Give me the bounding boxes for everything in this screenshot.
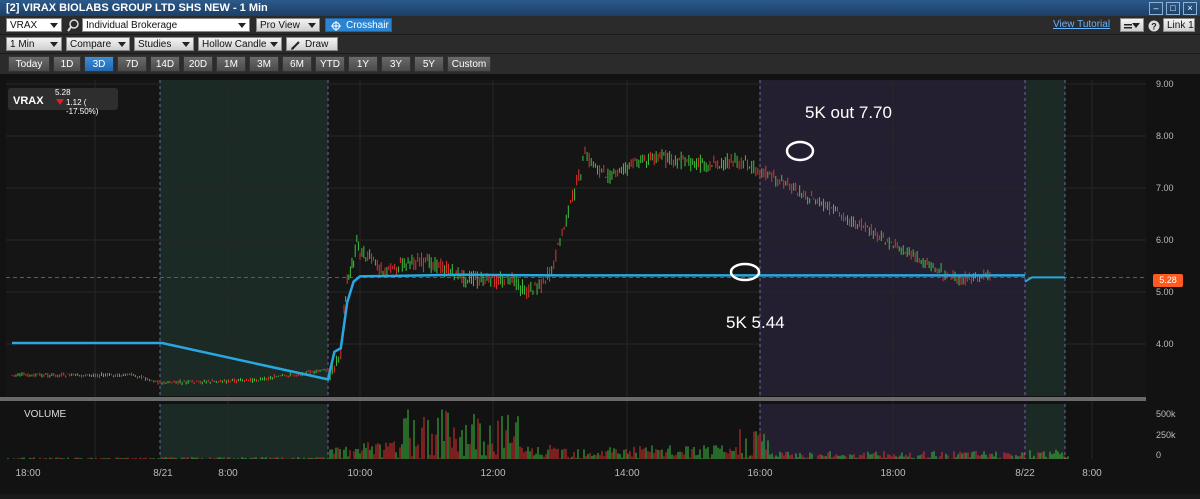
range-tab-6m[interactable]: 6M	[282, 56, 312, 72]
candle-type-select[interactable]: Hollow Candle	[198, 37, 282, 51]
window-titlebar: [2] VIRAX BIOLABS GROUP LTD SHS NEW - 1 …	[0, 0, 1200, 16]
y-tick-label: 4.00	[1156, 339, 1174, 349]
view-select[interactable]: Pro View	[256, 18, 320, 32]
candles	[11, 146, 991, 386]
interval-value: 1 Min	[10, 39, 35, 50]
vol-premarket-shade-2	[1025, 404, 1065, 459]
x-tick-label: 12:00	[480, 468, 505, 479]
exit-marker-circle	[785, 140, 815, 162]
range-tabs: Today 1D 3D 7D 14D 20D 1M 3M 6M YTD 1Y 3Y 5Y Custom	[0, 54, 1200, 74]
range-tab-1m[interactable]: 1M	[216, 56, 246, 72]
volume-label: VOLUME	[24, 409, 67, 420]
vol-premarket-shade	[160, 404, 328, 459]
menu-icon	[1124, 22, 1132, 30]
search-icon[interactable]	[66, 18, 80, 32]
pane-separator	[0, 397, 1146, 401]
symbol-input[interactable]: VRAX	[6, 18, 62, 32]
range-tab-3y[interactable]: 3Y	[381, 56, 411, 72]
chevron-down-icon	[50, 23, 58, 28]
account-value: Individual Brokerage	[86, 20, 178, 31]
link-label: Link 1	[1167, 20, 1194, 31]
chevron-down-icon	[182, 42, 190, 47]
view-tutorial-link[interactable]: View Tutorial	[1053, 19, 1111, 30]
draw-label: Draw	[305, 39, 329, 50]
view-value: Pro View	[260, 20, 300, 31]
compare-button[interactable]: Compare	[66, 37, 130, 51]
candle-type-value: Hollow Candle	[202, 39, 267, 50]
x-tick-label: 8/22	[1015, 468, 1035, 479]
symbol-toolbar: VRAX Individual Brokerage Pro View Cross…	[0, 16, 1200, 34]
range-tab-3m[interactable]: 3M	[249, 56, 279, 72]
legend-last-price: 5.28	[55, 88, 71, 97]
premarket-shade	[160, 80, 328, 396]
chart-area[interactable]: 9.00 8.00 7.00 6.00 5.00 4.00 VOLUME 500k 250k 0 5…	[0, 74, 1200, 494]
y-tick-label: 5.00	[1156, 287, 1174, 297]
premarket-shade-2	[1025, 80, 1065, 396]
close-icon[interactable]: ×	[1183, 2, 1197, 15]
account-select[interactable]: Individual Brokerage	[82, 18, 250, 32]
pencil-icon	[291, 40, 301, 50]
range-tab-7d[interactable]: 7D	[117, 56, 147, 72]
link-button[interactable]: Link 1	[1163, 18, 1195, 32]
chevron-down-icon	[118, 42, 126, 47]
x-tick-label: 10:00	[347, 468, 372, 479]
y-tick-label: 6.00	[1156, 235, 1174, 245]
annotation-exit: 5K out 7.70	[805, 103, 892, 122]
volume-bars	[7, 409, 1069, 459]
range-tab-1y[interactable]: 1Y	[348, 56, 378, 72]
compare-label: Compare	[70, 39, 112, 50]
crosshair-icon	[331, 21, 341, 31]
range-tab-20d[interactable]: 20D	[183, 56, 213, 72]
maximize-icon[interactable]: □	[1166, 2, 1180, 15]
menu-button[interactable]	[1120, 18, 1144, 32]
vwap-line-premarket	[1024, 276, 1065, 283]
x-tick-label: 18:00	[15, 468, 40, 479]
draw-button[interactable]: Draw	[286, 37, 338, 51]
interval-select[interactable]: 1 Min	[6, 37, 62, 51]
y-tick-label: 8.00	[1156, 131, 1174, 141]
range-tab-3d[interactable]: 3D	[84, 56, 114, 72]
vwap-line	[12, 273, 1025, 381]
x-tick-label: 8:00	[218, 468, 238, 479]
entry-marker-circle	[729, 262, 761, 282]
y-tick-label: 7.00	[1156, 183, 1174, 193]
crosshair-label: Crosshair	[346, 20, 389, 31]
range-tab-today[interactable]: Today	[8, 56, 50, 72]
crosshair-button[interactable]: Crosshair	[325, 18, 392, 32]
chevron-down-icon	[270, 42, 278, 47]
x-tick-label: 14:00	[614, 468, 639, 479]
chevron-down-icon	[238, 23, 246, 28]
chart-toolbar: 1 Min Compare Studies Hollow Candle Draw	[0, 35, 1200, 53]
range-tab-1d[interactable]: 1D	[53, 56, 81, 72]
volume-tick-label: 0	[1156, 450, 1161, 460]
symbol-value: VRAX	[10, 20, 38, 31]
legend-change: 1.12 ( -17.50%)	[66, 98, 99, 116]
range-tab-5y[interactable]: 5Y	[414, 56, 444, 72]
x-tick-label: 8:00	[1082, 468, 1102, 479]
annotation-entry: 5K 5.44	[726, 313, 785, 332]
x-tick-label: 18:00	[880, 468, 905, 479]
studies-label: Studies	[138, 39, 172, 50]
x-tick-label: 16:00	[747, 468, 772, 479]
range-tab-custom[interactable]: Custom	[447, 56, 491, 72]
legend-symbol: VRAX	[13, 95, 44, 107]
window-title: [2] VIRAX BIOLABS GROUP LTD SHS NEW - 1 …	[6, 2, 268, 14]
range-tab-ytd[interactable]: YTD	[315, 56, 345, 72]
symbol-legend: VRAX 5.28 1.12 ( -17.50%)	[8, 88, 118, 116]
volume-tick-label: 250k	[1156, 430, 1176, 440]
range-tab-14d[interactable]: 14D	[150, 56, 180, 72]
price-chart[interactable]: 9.00 8.00 7.00 6.00 5.00 4.00 VOLUME 500k 250k 0 5…	[0, 74, 1200, 494]
x-tick-label: 8/21	[153, 468, 173, 479]
svg-text:?: ?	[1151, 22, 1157, 32]
y-tick-label: 9.00	[1156, 79, 1174, 89]
chevron-down-icon	[308, 23, 316, 28]
down-arrow-icon	[56, 99, 64, 105]
chevron-down-icon	[1132, 23, 1140, 28]
studies-button[interactable]: Studies	[134, 37, 194, 51]
volume-tick-label: 500k	[1156, 409, 1176, 419]
minimize-icon[interactable]: –	[1149, 2, 1163, 15]
chevron-down-icon	[50, 42, 58, 47]
last-price-badge: 5.28	[1153, 274, 1183, 287]
help-icon[interactable]: ?	[1148, 19, 1160, 32]
